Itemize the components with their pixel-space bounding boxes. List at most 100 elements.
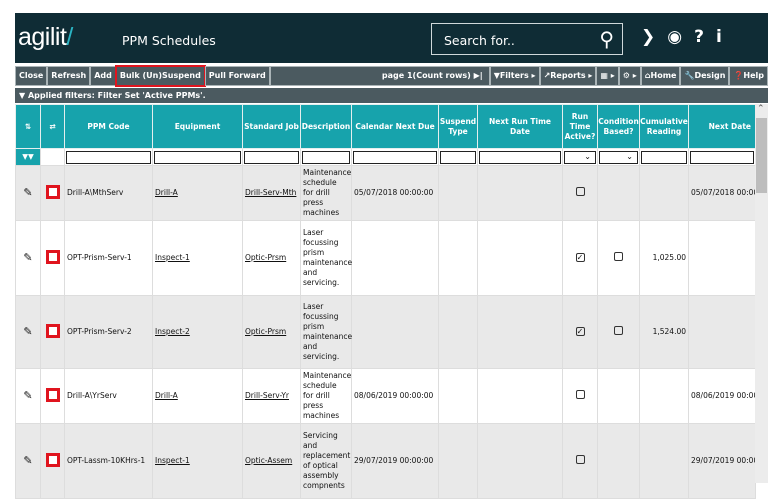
- excel-menu[interactable]: ▦ ▸: [596, 66, 619, 86]
- row-select-checkbox[interactable]: [45, 387, 60, 402]
- row-select-checkbox[interactable]: [45, 184, 60, 199]
- run-time-active-checkbox: ✓: [575, 327, 585, 336]
- filter-run-time-active[interactable]: ⌄: [564, 150, 596, 164]
- condition-based-checkbox: [614, 252, 623, 261]
- row-select-checkbox[interactable]: [45, 323, 60, 338]
- gears-icon: ⚙: [622, 71, 630, 80]
- design-button[interactable]: 🔧Design: [680, 66, 730, 86]
- run-time-active-checkbox: [575, 187, 585, 196]
- ppm-code: Drill-A\YrServ: [64, 368, 153, 424]
- globe-icon[interactable]: ◉: [667, 27, 683, 47]
- col-next-run-time-date[interactable]: Next Run Time Date: [477, 104, 563, 149]
- vertical-scrollbar[interactable]: ⌃: [755, 104, 768, 483]
- clear-filter-icon[interactable]: ▼▼: [15, 148, 41, 166]
- table-row[interactable]: ✎ OPT-Prism-Serv-2 Inspect-2 Optic-Prsm …: [15, 295, 756, 369]
- filters-menu[interactable]: ▼Filters ▸: [489, 66, 540, 86]
- help-button[interactable]: ❓Help: [729, 66, 768, 86]
- standard-job-link[interactable]: Optic-Prsm: [245, 253, 287, 262]
- filter-equipment[interactable]: [154, 150, 241, 164]
- col-cumulative-reading[interactable]: Cumulative Reading: [639, 104, 689, 149]
- next-date: [688, 220, 756, 296]
- filter-ppm-code[interactable]: [66, 150, 151, 164]
- row-select-checkbox[interactable]: [45, 249, 60, 264]
- table-row[interactable]: ✎ Drill-A\MthServ Drill-A Drill-Serv-Mth…: [15, 165, 756, 221]
- search-icon[interactable]: ⚲: [599, 27, 614, 51]
- col-description[interactable]: Description: [300, 104, 352, 149]
- table-row[interactable]: ✎ OPT-Prism-Serv-1 Inspect-1 Optic-Prsm …: [15, 220, 756, 296]
- filter-next-run[interactable]: [479, 150, 561, 164]
- col-suspend-type[interactable]: Suspend Type: [438, 104, 478, 149]
- suspend-type: [438, 220, 478, 296]
- equipment-link[interactable]: Inspect-1: [155, 253, 190, 262]
- suspend-type: [438, 295, 478, 369]
- home-icon: ⌂: [644, 71, 651, 80]
- edit-icon[interactable]: ✎: [15, 165, 41, 221]
- chevron-down-icon: ⌄: [584, 151, 591, 161]
- edit-icon[interactable]: ✎: [15, 220, 41, 296]
- pull-forward-button[interactable]: Pull Forward: [204, 66, 270, 86]
- filter-description[interactable]: [302, 150, 350, 164]
- table-row[interactable]: ✎ Drill-A\YrServ Drill-A Drill-Serv-Yr M…: [15, 368, 756, 424]
- filter-cumulative[interactable]: [641, 150, 687, 164]
- rss-icon[interactable]: ❯: [641, 27, 656, 47]
- filter-calendar[interactable]: [353, 150, 437, 164]
- refresh-icon[interactable]: ⇄: [40, 104, 65, 149]
- edit-icon[interactable]: ✎: [15, 368, 41, 424]
- next-date: [688, 295, 756, 369]
- home-button[interactable]: ⌂Home: [640, 66, 681, 86]
- table-row[interactable]: ✎ OPT-Lassm-10KHrs-1 Inspect-1 Optic-Ass…: [15, 423, 756, 499]
- logo[interactable]: agilit/: [18, 23, 73, 51]
- scroll-up-icon[interactable]: ⌃: [757, 104, 765, 114]
- standard-job-link[interactable]: Optic-Prsm: [245, 327, 287, 336]
- sort-icon[interactable]: ⇅: [15, 104, 41, 149]
- refresh-button[interactable]: Refresh: [47, 66, 91, 86]
- cumulative-reading: 1,524.00: [639, 295, 689, 369]
- filter-next-date[interactable]: [690, 150, 754, 164]
- filter-icon: ▼: [493, 71, 500, 80]
- equipment-link[interactable]: Drill-A: [155, 391, 178, 400]
- cumulative-reading: [639, 423, 689, 499]
- col-ppm-code[interactable]: PPM Code: [64, 104, 153, 149]
- standard-job-link[interactable]: Optic-Assem: [245, 456, 293, 465]
- equipment-link[interactable]: Inspect-1: [155, 456, 190, 465]
- row-select-checkbox[interactable]: [45, 452, 60, 467]
- cumulative-reading: [639, 368, 689, 424]
- edit-icon[interactable]: ✎: [15, 295, 41, 369]
- chart-icon: ↗: [543, 71, 551, 80]
- standard-job-link[interactable]: Drill-Serv-Mth: [245, 188, 297, 197]
- suspend-type: [438, 423, 478, 499]
- edit-icon[interactable]: ✎: [15, 423, 41, 499]
- col-condition-based[interactable]: Condition Based?: [597, 104, 640, 149]
- col-run-time-active[interactable]: Run Time Active?: [562, 104, 598, 149]
- filter-icon: ▼: [19, 91, 26, 100]
- equipment-link[interactable]: Inspect-2: [155, 327, 190, 336]
- next-run-time-date: [477, 165, 563, 221]
- search-input[interactable]: Search for.. ⚲: [431, 23, 623, 55]
- filter-standard-job[interactable]: [244, 150, 299, 164]
- col-standard-job[interactable]: Standard Job: [242, 104, 301, 149]
- filter-suspend-type[interactable]: [440, 150, 476, 164]
- filter-condition-based[interactable]: ⌄: [599, 150, 638, 164]
- equipment-link[interactable]: Drill-A: [155, 188, 178, 197]
- run-time-active-checkbox: ✓: [575, 253, 585, 262]
- suspend-type: [438, 165, 478, 221]
- calendar-next-due: 05/07/2018 00:00:00: [351, 165, 439, 221]
- chevron-down-icon: ⌄: [626, 151, 633, 161]
- page-indicator[interactable]: page 1(Count rows): [381, 71, 471, 80]
- col-calendar-next-due[interactable]: Calendar Next Due: [351, 104, 439, 149]
- add-button[interactable]: Add: [90, 66, 116, 86]
- info-icon[interactable]: i: [715, 27, 722, 47]
- help-icon[interactable]: ?: [694, 27, 704, 47]
- settings-menu[interactable]: ⚙ ▸: [618, 66, 641, 86]
- close-button[interactable]: Close: [15, 66, 48, 86]
- run-time-active-checkbox: [575, 455, 585, 464]
- question-icon: ❓: [733, 71, 744, 80]
- bulk-unsuspend-button[interactable]: Bulk (Un)Suspend: [114, 65, 206, 87]
- col-equipment[interactable]: Equipment: [152, 104, 243, 149]
- standard-job-link[interactable]: Drill-Serv-Yr: [245, 391, 289, 400]
- next-date: 05/07/2018 00:00: [688, 165, 756, 221]
- scroll-thumb[interactable]: [756, 118, 767, 193]
- last-page-icon[interactable]: ▶|: [473, 71, 483, 80]
- reports-menu[interactable]: ↗Reports ▸: [539, 66, 597, 86]
- col-next-date[interactable]: Next Date: [688, 104, 756, 149]
